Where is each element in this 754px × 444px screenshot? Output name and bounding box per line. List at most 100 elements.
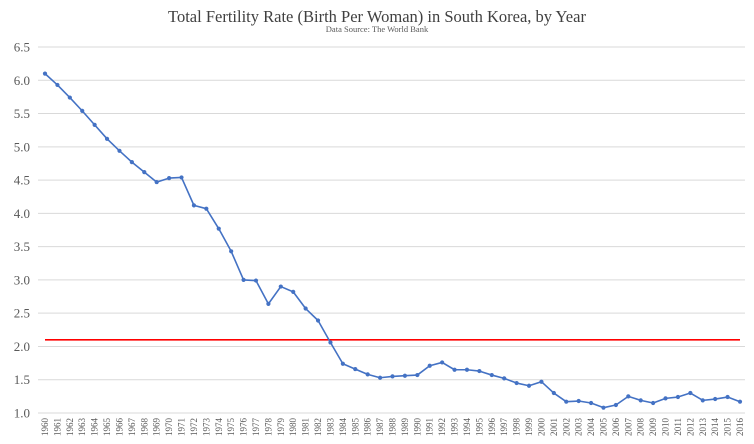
data-point xyxy=(526,383,532,388)
x-tick-label: 1993 xyxy=(450,418,460,437)
data-point xyxy=(67,95,72,100)
x-tick-label: 2001 xyxy=(549,418,559,436)
data-point xyxy=(104,136,110,141)
data-point xyxy=(278,284,283,289)
x-tick-label: 1974 xyxy=(214,418,224,437)
x-tick-label: 1966 xyxy=(114,418,124,437)
x-tick-label: 1969 xyxy=(152,418,162,437)
data-point xyxy=(390,374,395,379)
x-tick-label: 1977 xyxy=(251,418,261,437)
x-tick-label: 1990 xyxy=(412,418,422,437)
x-tick-label: 1976 xyxy=(239,418,249,437)
data-point xyxy=(241,277,246,283)
data-point xyxy=(142,170,147,175)
x-tick-label: 1989 xyxy=(400,418,410,437)
data-point xyxy=(477,368,482,374)
x-tick-label: 2003 xyxy=(574,418,584,437)
data-point xyxy=(291,289,296,294)
x-tick-label: 1986 xyxy=(363,418,373,437)
data-point xyxy=(675,394,681,400)
data-point xyxy=(651,400,656,406)
data-point xyxy=(303,306,308,311)
x-tick-label: 1981 xyxy=(301,418,311,436)
data-point xyxy=(626,394,631,399)
gridlines xyxy=(38,46,745,414)
x-tick-label: 1970 xyxy=(164,418,174,437)
x-tick-label: 1960 xyxy=(40,418,50,437)
data-point xyxy=(191,203,197,208)
x-tick-label: 2009 xyxy=(648,418,658,437)
x-tick-label: 1991 xyxy=(425,418,435,436)
y-tick-label: 3.5 xyxy=(14,239,30,254)
data-point xyxy=(80,108,85,113)
data-point xyxy=(551,390,556,396)
x-tick-label: 1972 xyxy=(189,418,199,436)
x-tick-label: 1985 xyxy=(350,418,360,437)
y-tick-label: 1.5 xyxy=(14,372,30,387)
data-point xyxy=(402,373,408,378)
y-tick-label: 2.5 xyxy=(14,306,30,321)
y-tick-label: 1.0 xyxy=(14,406,30,421)
data-point xyxy=(216,226,221,231)
x-tick-label: 2011 xyxy=(673,418,683,436)
x-tick-label: 1963 xyxy=(77,418,87,437)
x-tick-label: 1996 xyxy=(487,418,497,437)
x-tick-label: 1999 xyxy=(524,418,534,437)
x-tick-label: 1988 xyxy=(388,418,398,437)
x-tick-label: 2000 xyxy=(536,418,546,437)
y-tick-label: 5.5 xyxy=(14,106,30,121)
data-point xyxy=(427,363,432,368)
y-tick-label: 4.0 xyxy=(14,206,30,221)
data-point xyxy=(564,399,569,404)
data-point xyxy=(353,366,358,372)
x-tick-label: 1997 xyxy=(499,417,509,436)
x-tick-label: 1971 xyxy=(177,418,187,436)
x-tick-label: 1992 xyxy=(437,418,447,436)
x-tick-label: 2015 xyxy=(723,418,733,437)
x-tick-label: 1979 xyxy=(276,418,286,437)
y-tick-label: 5.0 xyxy=(14,139,30,154)
data-point xyxy=(167,175,172,181)
data-point xyxy=(514,380,519,386)
data-point xyxy=(315,318,321,323)
x-tick-label: 1998 xyxy=(512,418,522,437)
data-point xyxy=(253,278,259,283)
x-tick-label: 2007 xyxy=(623,418,633,437)
x-tick-label: 2005 xyxy=(598,418,608,437)
series-line xyxy=(44,73,741,409)
x-tick-label: 1984 xyxy=(338,418,348,437)
data-point xyxy=(502,376,507,381)
data-point xyxy=(700,398,705,403)
x-tick-label: 1982 xyxy=(313,418,323,436)
x-tick-label: 2014 xyxy=(710,418,720,437)
chart-title: Total Fertility Rate (Birth Per Woman) i… xyxy=(168,7,586,26)
data-point xyxy=(92,122,97,127)
x-tick-label: 1975 xyxy=(226,418,236,437)
data-point xyxy=(415,372,420,378)
data-point xyxy=(539,379,544,384)
x-tick-label: 1961 xyxy=(52,418,62,436)
data-point xyxy=(154,179,159,185)
x-tick-label: 1995 xyxy=(474,418,484,437)
x-tick-label: 2008 xyxy=(636,418,646,437)
y-tick-label: 3.0 xyxy=(14,272,30,287)
data-point xyxy=(613,402,618,408)
data-point xyxy=(588,400,594,406)
data-point xyxy=(377,375,383,380)
data-point xyxy=(229,249,234,254)
data-point xyxy=(601,405,606,410)
data-point xyxy=(713,396,718,402)
data-point xyxy=(42,71,48,76)
x-tick-label: 1987 xyxy=(375,418,385,437)
x-tick-label: 2012 xyxy=(685,418,695,436)
x-tick-label: 2016 xyxy=(735,418,745,437)
data-point xyxy=(737,399,743,404)
x-tick-label: 1980 xyxy=(288,418,298,437)
x-tick-label: 1964 xyxy=(90,418,100,437)
data-point xyxy=(328,340,333,345)
x-tick-label: 2013 xyxy=(698,418,708,437)
x-axis-ticks: 1960 1961 1962 1963 1964 1965 1966 1967 1968 1969… xyxy=(40,417,745,436)
y-tick-label: 6.5 xyxy=(14,40,30,55)
data-point xyxy=(266,301,271,306)
